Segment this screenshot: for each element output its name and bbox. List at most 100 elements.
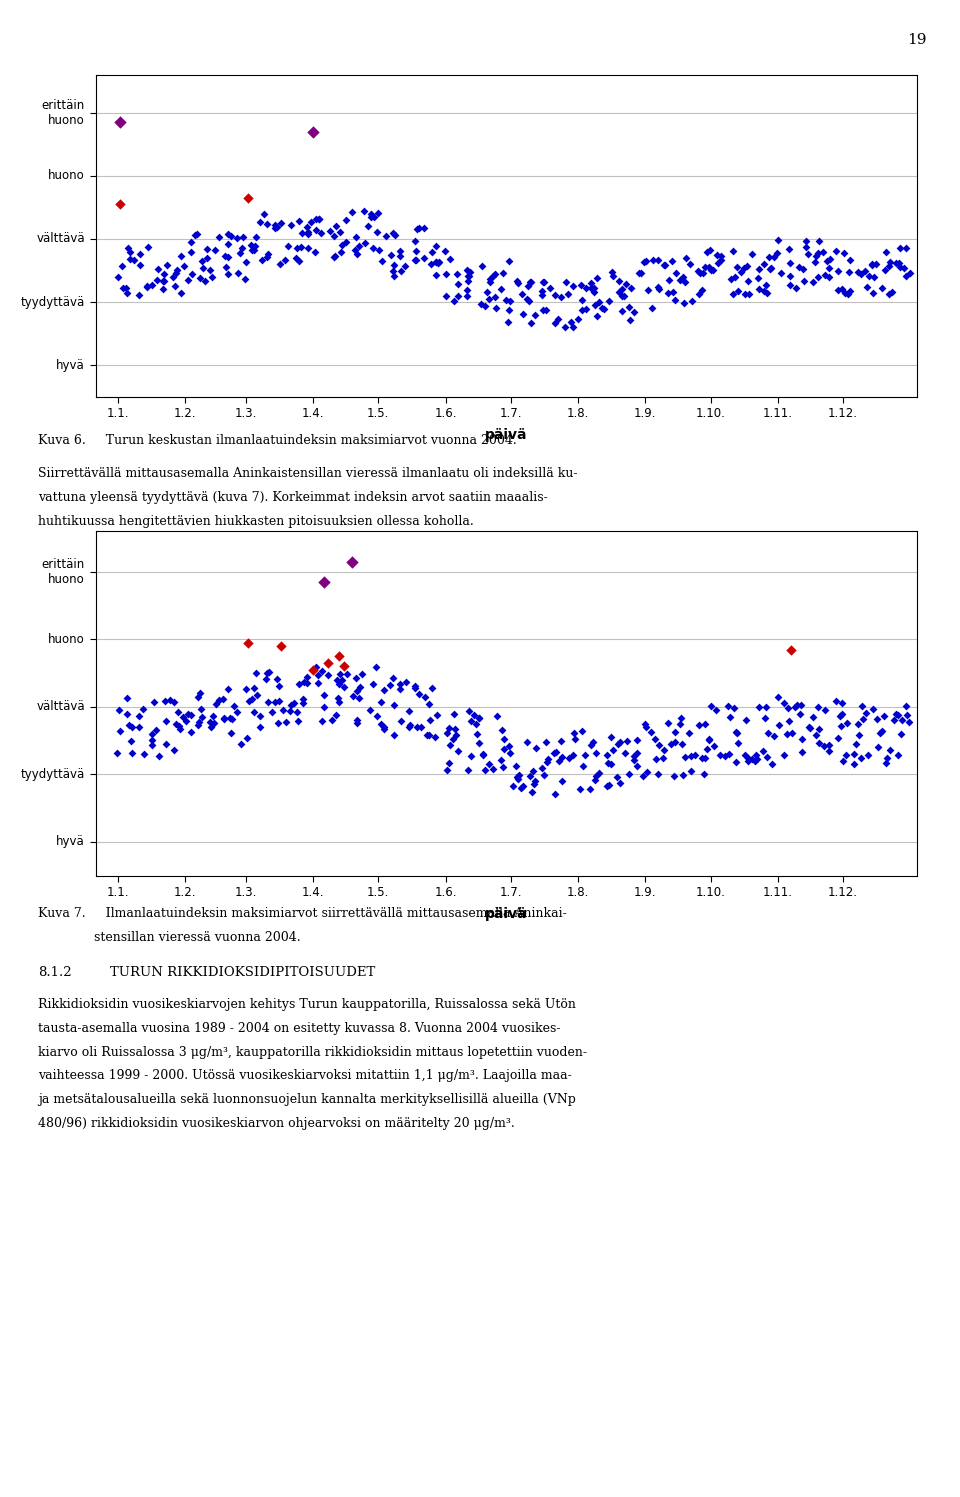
Point <box>861 263 876 287</box>
Point <box>385 259 400 283</box>
Point <box>617 741 633 765</box>
Point <box>244 238 259 262</box>
Point <box>578 744 593 768</box>
Point <box>547 311 563 335</box>
Point <box>337 675 352 699</box>
Point <box>351 235 367 259</box>
Point <box>589 266 605 290</box>
Point <box>332 663 348 687</box>
Point <box>851 713 866 737</box>
Point <box>564 310 579 334</box>
Point <box>535 283 550 307</box>
Point <box>865 251 880 275</box>
Point <box>726 696 741 720</box>
Point <box>700 738 715 762</box>
Point <box>636 250 651 274</box>
Point <box>879 746 895 769</box>
Point <box>443 734 458 757</box>
Point <box>112 192 128 216</box>
Point <box>731 278 746 302</box>
Point <box>477 757 492 781</box>
Point <box>204 265 220 289</box>
Point <box>205 704 221 728</box>
Text: TURUN RIKKIDIOKSIDIPITOISUUDET: TURUN RIKKIDIOKSIDIPITOISUUDET <box>110 966 375 979</box>
Point <box>247 234 262 257</box>
Point <box>834 692 850 716</box>
Point <box>471 707 487 731</box>
Point <box>792 702 807 726</box>
Point <box>187 223 203 247</box>
Point <box>547 283 563 307</box>
Point <box>432 250 447 274</box>
Point <box>524 780 540 804</box>
Point <box>828 689 844 713</box>
Point <box>618 272 634 296</box>
Point <box>487 262 502 286</box>
Point <box>667 287 683 311</box>
Point <box>591 290 607 314</box>
Point <box>357 231 372 254</box>
Point <box>349 243 365 266</box>
Point <box>376 716 392 740</box>
Point <box>488 284 503 308</box>
Point <box>645 247 660 271</box>
Point <box>784 722 800 746</box>
Text: vattuna yleensä tyydyttävä (kuva 7). Korkeimmat indeksin arvot saatiin maaalis-: vattuna yleensä tyydyttävä (kuva 7). Kor… <box>38 491 548 504</box>
Point <box>575 298 590 322</box>
Point <box>540 747 556 771</box>
Point <box>884 280 900 304</box>
Point <box>674 707 689 731</box>
Point <box>408 677 423 701</box>
Point <box>823 247 838 271</box>
Point <box>788 275 804 299</box>
Point <box>822 265 837 289</box>
Point <box>183 720 199 744</box>
Point <box>676 292 691 316</box>
Point <box>387 723 402 747</box>
Point <box>758 272 774 296</box>
Point <box>423 251 439 275</box>
Point <box>155 277 170 301</box>
Point <box>691 281 707 305</box>
Point <box>464 708 479 732</box>
Point <box>833 714 849 738</box>
Point <box>442 716 457 740</box>
Point <box>651 734 666 757</box>
Point <box>169 257 184 281</box>
Point <box>501 249 516 272</box>
Point <box>274 211 289 235</box>
Point <box>267 213 282 237</box>
Point <box>756 707 772 731</box>
Point <box>722 743 737 766</box>
Point <box>830 259 846 283</box>
Point <box>122 247 137 271</box>
Point <box>837 281 852 305</box>
Point <box>540 750 555 774</box>
Point <box>221 262 236 286</box>
Point <box>371 201 386 225</box>
Point <box>854 695 870 719</box>
Point <box>737 283 753 307</box>
Point <box>428 250 444 274</box>
Point <box>140 274 156 298</box>
Point <box>871 735 886 759</box>
Point <box>629 741 644 765</box>
Point <box>345 549 360 573</box>
Point <box>428 263 444 287</box>
Point <box>120 686 135 710</box>
Point <box>439 757 454 781</box>
Point <box>183 704 199 728</box>
Point <box>461 269 476 293</box>
Point <box>612 269 627 293</box>
Point <box>694 746 709 769</box>
Point <box>422 708 438 732</box>
Point <box>637 711 653 735</box>
Point <box>853 262 869 286</box>
Point <box>901 710 917 734</box>
Point <box>684 289 700 313</box>
Point <box>193 698 208 722</box>
Point <box>349 680 365 704</box>
Point <box>123 729 138 753</box>
Point <box>376 678 392 702</box>
Point <box>756 280 772 304</box>
